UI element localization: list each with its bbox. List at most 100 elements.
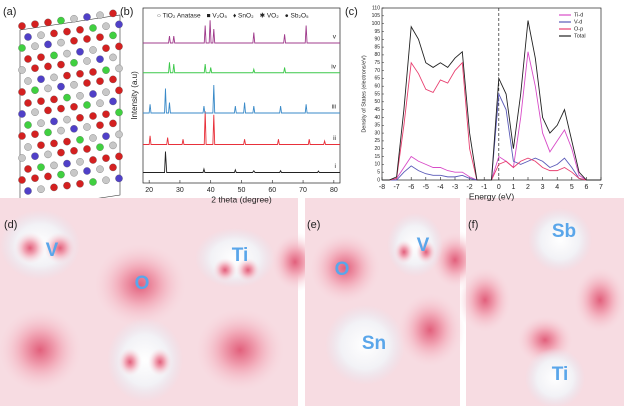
atom [109,163,117,172]
x-tick-label: 7 [599,184,603,191]
atom [70,169,78,177]
x-tick-label: -7 [393,184,399,191]
series-line [143,111,340,145]
charge-map-e [305,198,480,406]
atom-label: Sb [552,221,576,242]
atom [50,29,58,38]
series-line [143,84,340,114]
atom [24,33,32,41]
series-label: iii [332,104,336,111]
legend-label: ✱ VO₂ [260,12,280,20]
x-tick-label: 0 [497,184,501,191]
atom [83,79,91,87]
atom [70,147,78,155]
atom [102,66,110,74]
atom [24,55,32,63]
atom [96,99,104,107]
atom [102,132,110,140]
atom [109,141,117,150]
atom-label: Sn [362,333,386,354]
atom-label: O [335,259,350,280]
panel-label: (f) [468,219,478,231]
atom [63,27,71,36]
atom-label: Ti [552,364,569,385]
series-line [382,92,601,181]
atom [83,57,91,65]
atom [76,114,84,122]
charge-map-f [457,198,624,406]
atom [31,130,39,138]
legend-label: O-p [574,26,583,32]
atom [76,48,84,56]
y-tick-label: 5 [377,170,380,176]
charge-map-d [0,198,320,406]
y-tick-label: 95 [374,29,380,35]
atom [115,20,123,29]
y-tick-label: 80 [374,52,380,58]
atom [18,176,26,184]
legend-label: ● Sb₂O₅ [285,13,309,20]
series-label: iv [331,63,336,70]
panel-label: (c) [345,6,358,18]
atom [31,42,39,50]
series-line [143,20,340,44]
x-tick-label: 3 [541,184,545,191]
x-tick-label: -8 [379,184,385,191]
x-tick-label: 5 [570,184,574,191]
atom [57,126,65,135]
y-tick-label: 55 [374,91,380,97]
series-line [143,151,340,173]
atom [31,108,39,116]
atom [37,119,45,127]
atom [18,132,26,140]
y-axis-label: Intensity (a.u) [130,71,139,120]
x-tick-label: 40 [207,187,215,194]
y-tick-label: 35 [374,123,380,129]
atom [109,75,117,84]
atom [89,90,97,98]
atom [18,44,26,52]
atom [24,77,32,85]
atom [109,9,117,18]
panel-label: (d) [4,219,17,231]
atom [109,53,117,62]
series-label: i [335,163,336,170]
atom [96,77,104,85]
x-tick-label: -1 [481,184,487,191]
y-tick-label: 100 [372,21,381,27]
atom [109,97,117,106]
x-tick-label: 70 [299,187,307,194]
legend-label: ■ V₂O₅ [207,13,228,20]
atom [50,117,58,126]
atom [44,40,52,49]
atom-label: V [46,240,59,261]
atom [109,31,117,40]
atom [109,119,117,128]
x-tick-label: 6 [584,184,588,191]
y-tick-label: 25 [374,138,380,144]
legend-label: Ti-d [574,12,583,18]
atom [37,185,45,193]
atom [57,82,65,91]
atom [31,174,39,182]
atom [37,53,45,61]
x-tick-label: 50 [238,187,246,194]
atom [96,143,104,151]
series-line [382,20,601,181]
atom [44,18,52,27]
atom [44,62,52,71]
series-label: ii [333,135,336,142]
atom [83,123,91,131]
atom [57,170,65,179]
atom [115,86,123,95]
atom [96,11,104,19]
atom [50,139,58,148]
y-tick-label: 20 [374,146,380,152]
y-tick-label: 65 [374,76,380,82]
atom [76,92,84,100]
y-tick-label: 50 [374,99,380,105]
x-tick-label: -3 [452,184,458,191]
atom [18,110,26,118]
atom [63,49,71,58]
